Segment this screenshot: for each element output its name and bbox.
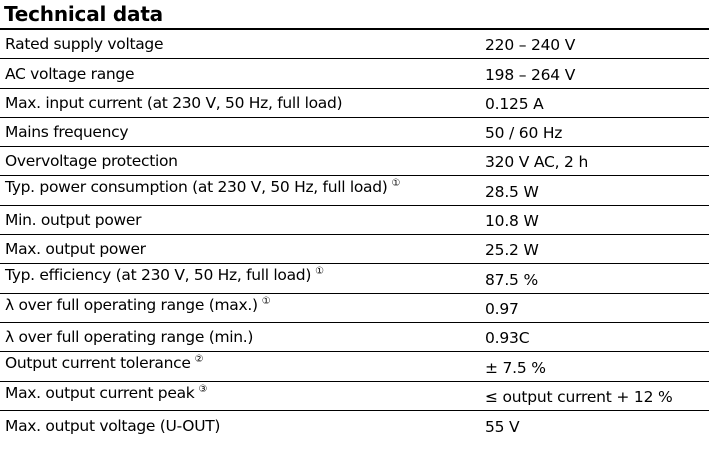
row-label: Max. input current (at 230 V, 50 Hz, ful…	[5, 93, 343, 112]
page-title: Technical data	[4, 2, 163, 26]
row-label: Typ. efficiency (at 230 V, 50 Hz, full l…	[5, 266, 324, 285]
row-value: 87.5 %	[485, 270, 538, 289]
row-label: λ over full operating range (min.)	[5, 328, 254, 347]
row-label: Max. output voltage (U-OUT)	[5, 417, 221, 436]
table-row: Max. output power 25.2 W	[0, 235, 709, 265]
footnote-marker: ①	[391, 178, 401, 190]
row-value: 0.125 A	[485, 94, 544, 113]
table-row: λ over full operating range (min.) 0.93C	[0, 323, 709, 353]
row-value: 25.2 W	[485, 241, 539, 260]
row-value: 0.97	[485, 299, 519, 318]
row-label: Max. output power	[5, 240, 146, 259]
row-label: Output current tolerance ②	[5, 354, 204, 373]
table-row: Max. input current (at 230 V, 50 Hz, ful…	[0, 89, 709, 118]
table-row: Max. output voltage (U-OUT) 55 V	[0, 411, 709, 440]
row-value: ≤ output current + 12 %	[485, 387, 673, 406]
title-divider	[0, 28, 709, 30]
footnote-marker: ①	[315, 266, 324, 278]
technical-data-table: Rated supply voltage 220 – 240 V AC volt…	[0, 30, 709, 440]
table-row: λ over full operating range (max.) ① 0.97	[0, 294, 709, 323]
table-row: Overvoltage protection 320 V AC, 2 h	[0, 147, 709, 177]
row-value: 55 V	[485, 418, 520, 437]
table-row: Typ. power consumption (at 230 V, 50 Hz,…	[0, 176, 709, 206]
footnote-marker: ②	[194, 354, 204, 366]
table-row: Mains frequency 50 / 60 Hz	[0, 118, 709, 148]
row-label: Max. output current peak ③	[5, 383, 208, 402]
row-label: Typ. power consumption (at 230 V, 50 Hz,…	[5, 178, 401, 197]
row-value: 198 – 264 V	[485, 65, 576, 84]
row-value: ± 7.5 %	[485, 358, 546, 377]
row-label: Min. output power	[5, 211, 142, 230]
row-value: 320 V AC, 2 h	[485, 153, 589, 172]
table-row: AC voltage range 198 – 264 V	[0, 59, 709, 89]
row-value: 50 / 60 Hz	[485, 124, 563, 143]
table-row: Output current tolerance ② ± 7.5 %	[0, 352, 709, 382]
row-label: λ over full operating range (max.) ①	[5, 295, 271, 314]
row-value: 0.93C	[485, 329, 530, 348]
row-value: 28.5 W	[485, 182, 539, 201]
row-label: Mains frequency	[5, 123, 129, 142]
row-value: 10.8 W	[485, 212, 539, 231]
footnote-marker: ③	[198, 383, 208, 395]
table-row: Typ. efficiency (at 230 V, 50 Hz, full l…	[0, 264, 709, 294]
row-value: 220 – 240 V	[485, 36, 576, 55]
table-row: Rated supply voltage 220 – 240 V	[0, 30, 709, 60]
table-row: Max. output current peak ③ ≤ output curre…	[0, 382, 709, 411]
row-label: Rated supply voltage	[5, 35, 164, 54]
row-label: AC voltage range	[5, 64, 135, 83]
footnote-marker: ①	[261, 295, 271, 307]
table-row: Min. output power 10.8 W	[0, 206, 709, 236]
row-label: Overvoltage protection	[5, 152, 178, 171]
